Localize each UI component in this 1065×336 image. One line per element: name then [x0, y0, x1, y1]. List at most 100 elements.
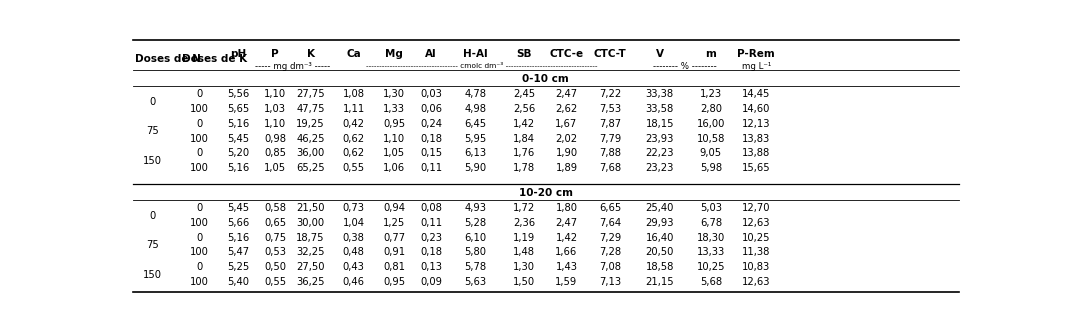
- Text: 12,13: 12,13: [742, 119, 771, 129]
- Text: 65,25: 65,25: [296, 163, 325, 173]
- Text: 1,05: 1,05: [264, 163, 286, 173]
- Text: 1,59: 1,59: [555, 277, 577, 287]
- Text: 0: 0: [196, 233, 202, 243]
- Text: K: K: [307, 49, 314, 58]
- Text: 18,75: 18,75: [296, 233, 325, 243]
- Text: 1,23: 1,23: [700, 89, 722, 99]
- Text: 6,10: 6,10: [464, 233, 487, 243]
- Text: 10,58: 10,58: [697, 134, 725, 143]
- Text: 30,00: 30,00: [296, 218, 325, 228]
- Text: 32,25: 32,25: [296, 248, 325, 257]
- Text: 1,10: 1,10: [264, 89, 286, 99]
- Text: 0: 0: [149, 97, 155, 107]
- Text: 27,75: 27,75: [296, 89, 325, 99]
- Text: 5,47: 5,47: [227, 248, 249, 257]
- Text: 16,00: 16,00: [697, 119, 725, 129]
- Text: CTC-e: CTC-e: [550, 49, 584, 58]
- Text: 10,25: 10,25: [697, 262, 725, 272]
- Text: 0,09: 0,09: [420, 277, 442, 287]
- Text: -------- % --------: -------- % --------: [654, 62, 717, 71]
- Text: 1,04: 1,04: [343, 218, 364, 228]
- Text: 5,45: 5,45: [227, 203, 249, 213]
- Text: 100: 100: [190, 248, 209, 257]
- Text: 1,84: 1,84: [513, 134, 536, 143]
- Text: 1,80: 1,80: [556, 203, 577, 213]
- Text: 5,16: 5,16: [227, 233, 249, 243]
- Text: 150: 150: [143, 156, 162, 166]
- Text: 0,18: 0,18: [420, 134, 442, 143]
- Text: 0: 0: [149, 211, 155, 220]
- Text: 10,25: 10,25: [742, 233, 771, 243]
- Text: 0,03: 0,03: [421, 89, 442, 99]
- Text: 0,48: 0,48: [343, 248, 364, 257]
- Text: 5,63: 5,63: [464, 277, 487, 287]
- Text: Al: Al: [425, 49, 437, 58]
- Text: 1,50: 1,50: [513, 277, 536, 287]
- Text: 47,75: 47,75: [296, 104, 325, 114]
- Text: 29,93: 29,93: [645, 218, 674, 228]
- Text: 0: 0: [196, 203, 202, 213]
- Text: 5,03: 5,03: [700, 203, 722, 213]
- Text: 0,18: 0,18: [420, 248, 442, 257]
- Text: 9,05: 9,05: [700, 149, 722, 158]
- Text: 0: 0: [196, 89, 202, 99]
- Text: 1,30: 1,30: [513, 262, 536, 272]
- Text: 1,48: 1,48: [513, 248, 536, 257]
- Text: 12,63: 12,63: [742, 218, 771, 228]
- Text: 1,76: 1,76: [513, 149, 536, 158]
- Text: SB: SB: [517, 49, 532, 58]
- Text: 11,38: 11,38: [742, 248, 770, 257]
- Text: 1,33: 1,33: [383, 104, 405, 114]
- Text: 0,38: 0,38: [343, 233, 364, 243]
- Text: H-Al: H-Al: [463, 49, 488, 58]
- Text: 0,55: 0,55: [264, 277, 286, 287]
- Text: 0,08: 0,08: [421, 203, 442, 213]
- Text: 18,30: 18,30: [697, 233, 725, 243]
- Text: 0,43: 0,43: [343, 262, 364, 272]
- Text: 13,33: 13,33: [697, 248, 725, 257]
- Text: 1,10: 1,10: [383, 134, 405, 143]
- Text: 0,23: 0,23: [420, 233, 442, 243]
- Text: 100: 100: [190, 163, 209, 173]
- Text: 2,62: 2,62: [555, 104, 577, 114]
- Text: 4,98: 4,98: [464, 104, 487, 114]
- Text: 5,28: 5,28: [464, 218, 487, 228]
- Text: 36,00: 36,00: [296, 149, 325, 158]
- Text: 1,03: 1,03: [264, 104, 286, 114]
- Text: 5,56: 5,56: [227, 89, 249, 99]
- Text: 1,72: 1,72: [513, 203, 536, 213]
- Text: 5,25: 5,25: [227, 262, 249, 272]
- Text: 0,81: 0,81: [383, 262, 405, 272]
- Text: 6,13: 6,13: [464, 149, 487, 158]
- Text: 1,90: 1,90: [555, 149, 577, 158]
- Text: 0,06: 0,06: [420, 104, 442, 114]
- Text: ----- mg dm⁻³ -----: ----- mg dm⁻³ -----: [256, 62, 330, 71]
- Text: 4,78: 4,78: [464, 89, 487, 99]
- Text: 0,15: 0,15: [420, 149, 442, 158]
- Text: 10-20 cm: 10-20 cm: [519, 188, 573, 198]
- Text: 21,15: 21,15: [645, 277, 674, 287]
- Text: 0,95: 0,95: [383, 277, 405, 287]
- Text: 18,58: 18,58: [645, 262, 674, 272]
- Text: 0: 0: [196, 149, 202, 158]
- Text: 19,25: 19,25: [296, 119, 325, 129]
- Text: P: P: [272, 49, 279, 58]
- Text: 0-10 cm: 0-10 cm: [523, 75, 569, 84]
- Text: Ca: Ca: [346, 49, 361, 58]
- Text: 5,40: 5,40: [227, 277, 249, 287]
- Text: 0,73: 0,73: [343, 203, 364, 213]
- Text: 12,70: 12,70: [742, 203, 771, 213]
- Text: 5,80: 5,80: [464, 248, 487, 257]
- Text: 0,13: 0,13: [420, 262, 442, 272]
- Text: 0,95: 0,95: [383, 119, 405, 129]
- Text: 0,62: 0,62: [343, 149, 364, 158]
- Text: 22,23: 22,23: [645, 149, 674, 158]
- Text: 5,16: 5,16: [227, 119, 249, 129]
- Text: 0: 0: [196, 262, 202, 272]
- Text: 5,66: 5,66: [227, 218, 249, 228]
- Text: 0,46: 0,46: [343, 277, 364, 287]
- Text: 1,43: 1,43: [556, 262, 577, 272]
- Text: 100: 100: [190, 104, 209, 114]
- Text: 5,90: 5,90: [464, 163, 487, 173]
- Text: 0,91: 0,91: [383, 248, 405, 257]
